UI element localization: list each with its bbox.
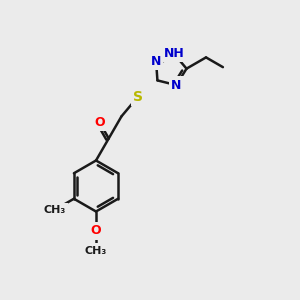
- Text: S: S: [133, 90, 143, 104]
- Text: O: O: [94, 116, 105, 129]
- Text: NH: NH: [164, 47, 184, 60]
- Text: CH₃: CH₃: [43, 205, 66, 215]
- Text: N: N: [151, 55, 161, 68]
- Text: O: O: [91, 224, 101, 238]
- Text: CH₃: CH₃: [85, 245, 107, 256]
- Text: N: N: [171, 79, 181, 92]
